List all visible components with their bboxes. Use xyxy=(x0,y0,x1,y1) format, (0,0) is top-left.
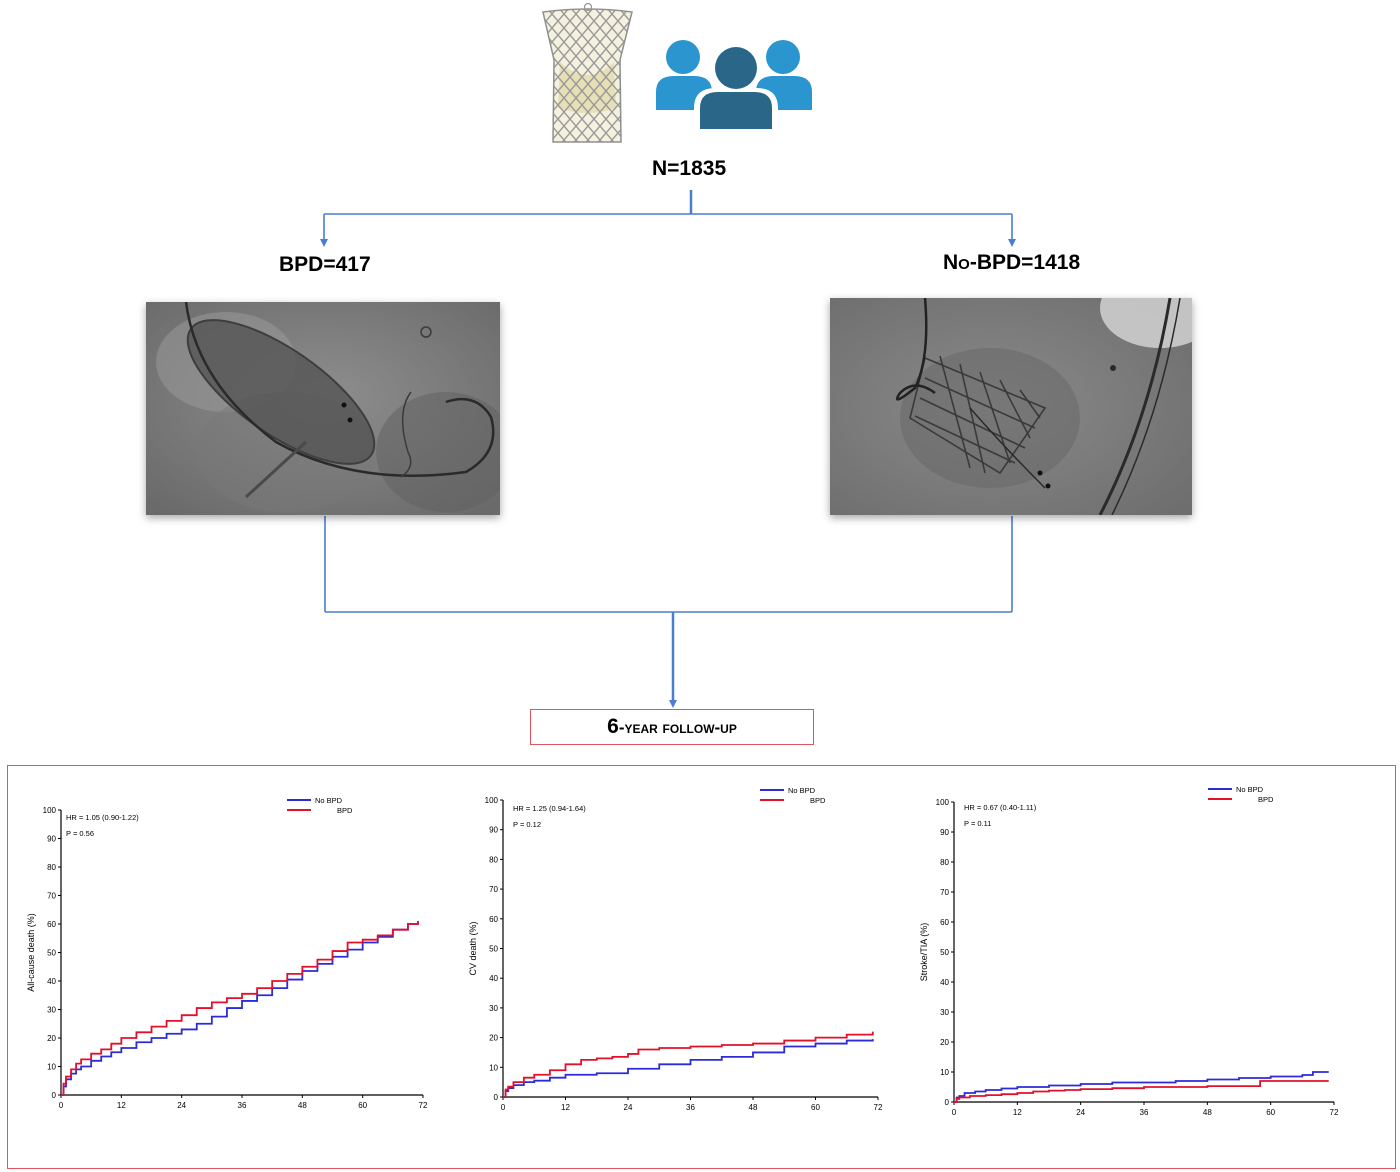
x-tick-label: 36 xyxy=(238,1101,247,1110)
annotation-text: P = 0.11 xyxy=(964,819,991,828)
y-tick-label: 70 xyxy=(489,885,498,894)
x-tick-label: 72 xyxy=(874,1103,883,1112)
x-tick-label: 12 xyxy=(117,1101,126,1110)
y-tick-label: 100 xyxy=(936,798,950,807)
y-tick-label: 10 xyxy=(489,1063,498,1072)
x-tick-label: 48 xyxy=(1203,1108,1212,1117)
km-chart-all-cause-death: 0 10 20 30 40 50 60 70 80 90 100 0 12 24 36 48 60 72 All-c… xyxy=(26,796,428,1110)
y-tick-label: 90 xyxy=(940,828,949,837)
y-tick-label: 100 xyxy=(485,796,499,805)
people-group-icon xyxy=(656,40,812,134)
y-tick-label: 80 xyxy=(489,855,498,864)
y-tick-label: 10 xyxy=(47,1063,56,1072)
y-tick-label: 30 xyxy=(940,1008,949,1017)
x-tick-label: 12 xyxy=(561,1103,570,1112)
x-tick-label: 60 xyxy=(358,1101,367,1110)
x-tick-label: 36 xyxy=(686,1103,695,1112)
no-bpd-fluoroscopy-image xyxy=(830,298,1192,515)
y-tick-label: 0 xyxy=(945,1098,950,1107)
y-tick-label: 80 xyxy=(47,863,56,872)
y-tick-label: 60 xyxy=(47,920,56,929)
x-tick-label: 24 xyxy=(1076,1108,1085,1117)
x-tick-label: 0 xyxy=(952,1108,957,1117)
followup-label: 6-year follow-up xyxy=(607,715,737,738)
series-line-no-bpd xyxy=(61,921,419,1096)
y-tick-label: 40 xyxy=(47,977,56,986)
y-tick-label: 30 xyxy=(47,1006,56,1015)
y-tick-label: 100 xyxy=(43,806,57,815)
y-tick-label: 10 xyxy=(940,1068,949,1077)
y-tick-label: 50 xyxy=(47,949,56,958)
annotation-text: HR = 0.67 (0.40-1.11) xyxy=(964,803,1037,812)
y-tick-label: 90 xyxy=(47,835,56,844)
y-axis-label: Stroke/TIA (%) xyxy=(919,923,929,982)
y-tick-label: 50 xyxy=(940,948,949,957)
x-tick-label: 24 xyxy=(624,1103,633,1112)
y-tick-label: 20 xyxy=(47,1034,56,1043)
series-line-bpd xyxy=(954,1080,1329,1103)
km-chart-stroke-tia: 0 10 20 30 40 50 60 70 80 90 100 0 12 24 36 48 60 72 Strok… xyxy=(919,785,1339,1117)
legend-label: BPD xyxy=(810,796,826,805)
y-tick-label: 60 xyxy=(940,918,949,927)
x-tick-label: 12 xyxy=(1013,1108,1022,1117)
charts-frame xyxy=(7,765,1396,1169)
y-tick-label: 40 xyxy=(489,974,498,983)
y-tick-label: 20 xyxy=(489,1034,498,1043)
x-tick-label: 72 xyxy=(419,1101,428,1110)
x-tick-label: 36 xyxy=(1140,1108,1149,1117)
annotation-text: HR = 1.05 (0.90-1.22) xyxy=(66,813,139,822)
flow-diagram xyxy=(320,2,1016,708)
valve-stent-icon xyxy=(542,2,633,143)
series-line-no-bpd xyxy=(954,1071,1329,1103)
x-tick-label: 48 xyxy=(298,1101,307,1110)
x-tick-label: 60 xyxy=(1266,1108,1275,1117)
y-tick-label: 50 xyxy=(489,945,498,954)
series-line-bpd xyxy=(61,921,419,1096)
legend-label: BPD xyxy=(337,806,353,815)
y-tick-label: 40 xyxy=(940,978,949,987)
y-tick-label: 30 xyxy=(489,1004,498,1013)
x-tick-label: 60 xyxy=(811,1103,820,1112)
legend-label: No BPD xyxy=(788,786,816,795)
bpd-fluoroscopy-image xyxy=(146,302,500,515)
legend-label: No BPD xyxy=(315,796,343,805)
legend-label: No BPD xyxy=(1236,785,1264,794)
legend-label: BPD xyxy=(1258,795,1274,804)
no-bpd-count: No-BPD=1418 xyxy=(943,251,1081,274)
series-line-bpd xyxy=(503,1031,874,1098)
y-tick-label: 70 xyxy=(47,892,56,901)
x-tick-label: 0 xyxy=(501,1103,506,1112)
x-tick-label: 0 xyxy=(59,1101,64,1110)
y-tick-label: 0 xyxy=(494,1093,499,1102)
y-tick-label: 60 xyxy=(489,915,498,924)
y-tick-label: 0 xyxy=(52,1091,57,1100)
annotation-text: HR = 1.25 (0.94-1.64) xyxy=(513,804,586,813)
y-tick-label: 70 xyxy=(940,888,949,897)
y-axis-label: CV death (%) xyxy=(468,921,478,975)
total-count: N=1835 xyxy=(652,157,727,180)
bpd-count: BPD=417 xyxy=(279,253,371,276)
followup-box: 6-year follow-up xyxy=(530,709,814,745)
flow-split-lines xyxy=(320,190,1016,247)
y-tick-label: 20 xyxy=(940,1038,949,1047)
y-axis-label: All-cause death (%) xyxy=(26,913,36,992)
annotation-text: P = 0.12 xyxy=(513,820,541,829)
km-chart-cv-death: 0 10 20 30 40 50 60 70 80 90 100 0 12 24 36 48 60 72 CV de… xyxy=(468,786,883,1112)
y-tick-label: 90 xyxy=(489,826,498,835)
flow-merge-lines xyxy=(324,516,1013,708)
annotation-text: P = 0.56 xyxy=(66,829,94,838)
y-tick-label: 80 xyxy=(940,858,949,867)
x-tick-label: 48 xyxy=(749,1103,758,1112)
x-tick-label: 24 xyxy=(177,1101,186,1110)
x-tick-label: 72 xyxy=(1330,1108,1339,1117)
